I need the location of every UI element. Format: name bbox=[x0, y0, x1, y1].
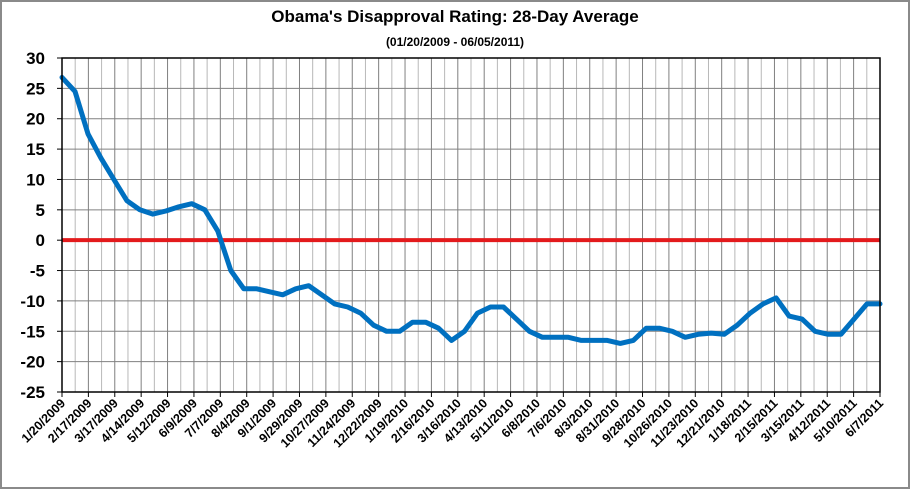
y-tick-label: -25 bbox=[20, 383, 45, 402]
y-tick-label: -5 bbox=[30, 262, 45, 281]
x-axis-ticks: 1/20/20092/17/20093/17/20094/14/20095/12… bbox=[19, 392, 886, 450]
plot-area-border bbox=[61, 57, 881, 393]
y-tick-label: 30 bbox=[26, 49, 45, 68]
gridlines bbox=[61, 57, 881, 393]
y-tick-label: 10 bbox=[26, 170, 45, 189]
chart-subtitle: (01/20/2009 - 06/05/2011) bbox=[386, 35, 524, 49]
y-tick-label: 20 bbox=[26, 110, 45, 129]
series-line-disapproval bbox=[59, 74, 883, 346]
y-tick-label: 15 bbox=[26, 140, 45, 159]
y-tick-label: -20 bbox=[20, 353, 45, 372]
y-tick-label: -10 bbox=[20, 292, 45, 311]
y-tick-label: 5 bbox=[36, 201, 45, 220]
y-tick-label: -15 bbox=[20, 322, 45, 341]
y-axis-ticks: 30 25 20 15 10 5 0 -5 -10 -15 -20 -25 bbox=[20, 49, 62, 402]
chart-title: Obama's Disapproval Rating: 28-Day Avera… bbox=[271, 7, 638, 26]
y-tick-label: 0 bbox=[36, 231, 45, 250]
y-tick-label: 25 bbox=[26, 79, 45, 98]
